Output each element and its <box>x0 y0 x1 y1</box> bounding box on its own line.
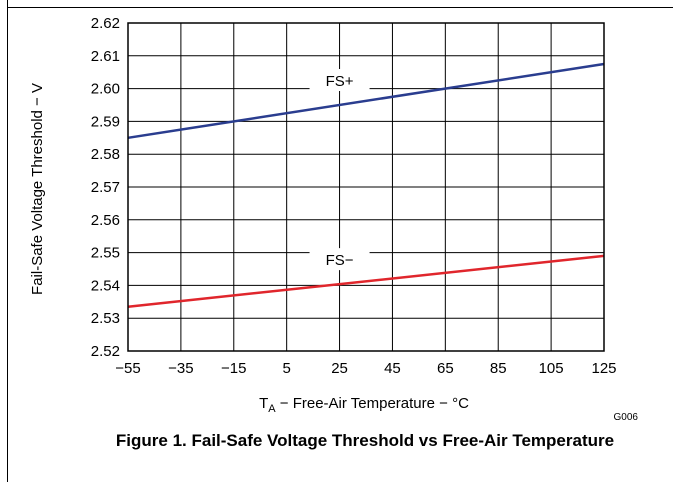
y-tick-labels: 2.52 2.53 2.54 2.55 2.56 2.57 2.58 2.59 2.60 2.61… <box>91 15 120 360</box>
y-axis-label: Fail-Safe Voltage Threshold − V <box>29 83 46 295</box>
series-label: FS− <box>326 252 354 269</box>
y-tick-label: 2.60 <box>91 81 120 98</box>
x-tick-label: 85 <box>490 360 507 377</box>
x-tick-label: −15 <box>221 360 246 377</box>
figure-code: G006 <box>614 412 639 423</box>
series-label-background <box>309 248 370 271</box>
x-tick-labels: −55 −35 −15 5 25 45 65 85 105 125 <box>115 360 616 377</box>
y-tick-label: 2.52 <box>91 343 120 360</box>
frame-top-border <box>7 7 673 8</box>
series-labels: FS+ FS− <box>309 69 370 271</box>
x-axis-label: TA − Free-Air Temperature − °C <box>259 395 469 415</box>
y-tick-label: 2.56 <box>91 212 120 229</box>
x-axis-label-subscript: A <box>268 403 276 415</box>
x-tick-label: 5 <box>282 360 290 377</box>
x-axis-label-rest: − Free-Air Temperature − °C <box>276 395 469 412</box>
x-tick-label: −55 <box>115 360 140 377</box>
y-tick-label: 2.58 <box>91 146 120 163</box>
plot-area-border <box>127 22 605 352</box>
x-tick-label: 125 <box>591 360 616 377</box>
series-label: FS+ <box>326 73 354 90</box>
x-tick-label: 65 <box>437 360 454 377</box>
y-tick-label: 2.61 <box>91 48 120 65</box>
frame-left-border <box>7 0 8 482</box>
y-tick-label: 2.59 <box>91 113 120 130</box>
x-tick-label: 45 <box>384 360 401 377</box>
figure-caption: Figure 1. Fail-Safe Voltage Threshold vs… <box>115 431 615 450</box>
x-axis-label-main: T <box>259 395 268 412</box>
y-tick-label: 2.57 <box>91 179 120 196</box>
x-tick-label: −35 <box>168 360 193 377</box>
series-lines <box>127 62 605 308</box>
y-tick-label: 2.55 <box>91 245 120 262</box>
series-line-fs-plus <box>127 62 605 140</box>
y-tick-label: 2.54 <box>91 277 120 294</box>
y-tick-label: 2.53 <box>91 310 120 327</box>
y-tick-label: 2.62 <box>91 15 120 32</box>
x-tick-label: 105 <box>539 360 564 377</box>
x-tick-label: 25 <box>331 360 348 377</box>
series-line-fs-minus <box>127 254 605 308</box>
line-chart: FS+FS− 2.522.532.542.552.562.572.582.592… <box>29 15 639 423</box>
series-label-background <box>309 69 370 91</box>
